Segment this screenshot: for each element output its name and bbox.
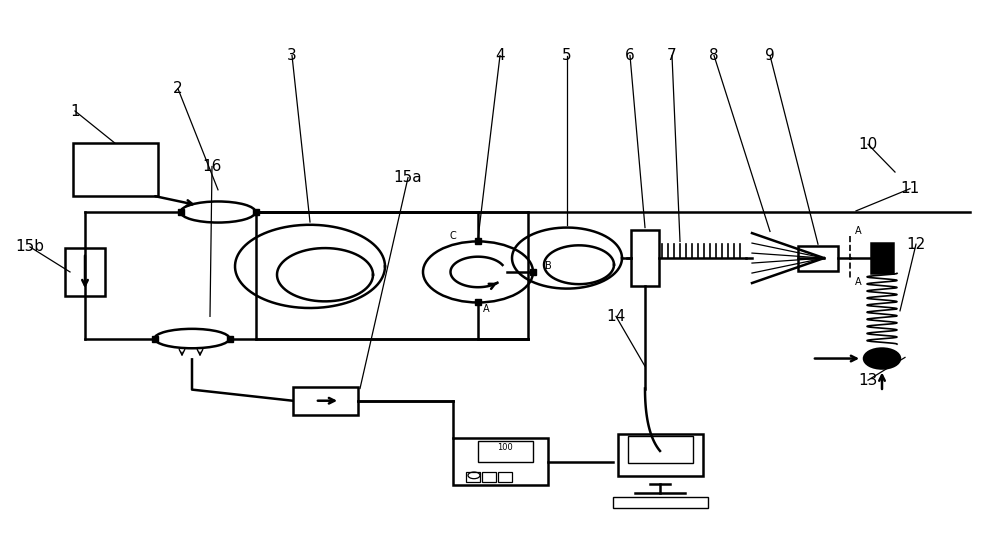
Bar [631,230,659,286]
Text: 9: 9 [765,48,775,63]
Bar [65,248,105,295]
Text: B: B [545,261,552,271]
Bar [628,436,693,463]
Text: A: A [483,305,489,315]
Text: 6: 6 [625,48,635,63]
Text: 13: 13 [858,372,878,388]
Bar [498,472,512,482]
Bar [612,497,708,508]
Text: 15a: 15a [394,170,422,185]
Text: 7: 7 [667,48,677,63]
Text: 16: 16 [202,159,222,174]
Text: 15b: 15b [16,239,44,255]
Bar [73,143,158,196]
Text: 12: 12 [906,236,926,252]
Bar [478,441,532,462]
Text: 4: 4 [495,48,505,63]
Text: 10: 10 [858,137,878,152]
Text: 100: 100 [497,443,513,452]
Circle shape [864,349,900,369]
Bar [466,472,480,482]
Text: 8: 8 [709,48,719,63]
Text: A: A [855,226,861,236]
Text: 11: 11 [900,181,920,196]
Bar [292,387,358,415]
Text: A: A [855,277,861,287]
Text: C: C [450,231,456,241]
Bar [798,245,838,270]
Bar [618,434,702,476]
Text: 5: 5 [562,48,572,63]
Text: 3: 3 [287,48,297,63]
Bar [871,243,893,273]
Text: 2: 2 [173,81,183,97]
Bar [452,438,548,485]
Bar [482,472,496,482]
Text: 1: 1 [70,103,80,119]
Text: 14: 14 [606,309,626,324]
